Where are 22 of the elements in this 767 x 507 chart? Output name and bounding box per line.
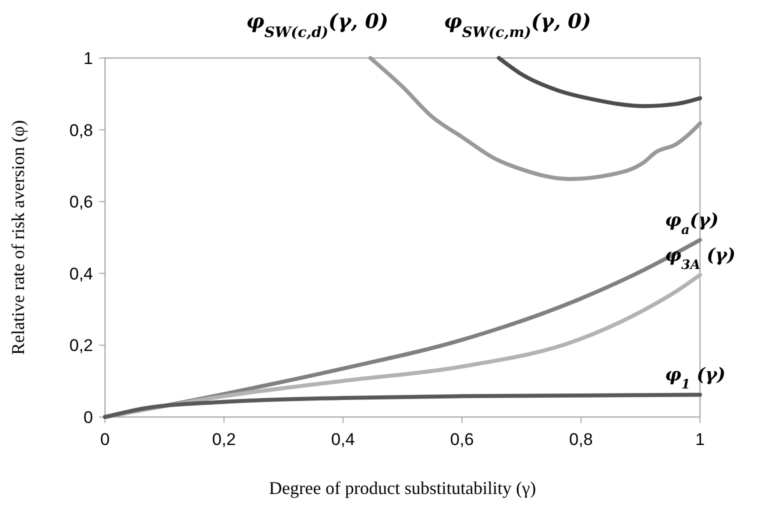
- line-series: [103, 392, 702, 419]
- y-tick-label: 1: [84, 48, 93, 68]
- y-tick-label: 0,4: [69, 264, 93, 284]
- x-tick-label: 0,4: [331, 430, 355, 449]
- x-tick-label: 0,8: [569, 430, 593, 449]
- x-axis-title: Degree of product substitutability (γ): [269, 478, 536, 498]
- x-tick-label: 0,6: [450, 430, 474, 449]
- line-series: [368, 56, 702, 181]
- series-label: φ$_{1}$ (γ): [665, 364, 726, 392]
- y-tick-label: 0,6: [69, 192, 93, 212]
- y-tick-label: 0: [84, 408, 93, 427]
- series-label: φ$_{3A}$ (γ): [665, 244, 736, 272]
- x-tick-label: 0,2: [212, 430, 236, 449]
- y-axis-title: Relative rate of risk aversion (φ): [8, 120, 28, 355]
- x-tick-label: 0: [100, 430, 110, 449]
- x-tick-label: 1: [695, 430, 705, 449]
- y-tick-label: 0,2: [69, 336, 93, 356]
- series-label: φ$_{a}$(γ): [665, 210, 719, 238]
- series-label: φ$_{SW(c,m)}$(γ, 0): [444, 9, 592, 40]
- series-label: φ$_{SW(c,d)}$(γ, 0): [246, 9, 388, 40]
- y-tick-label: 0,8: [69, 120, 93, 140]
- line-series: [496, 56, 702, 108]
